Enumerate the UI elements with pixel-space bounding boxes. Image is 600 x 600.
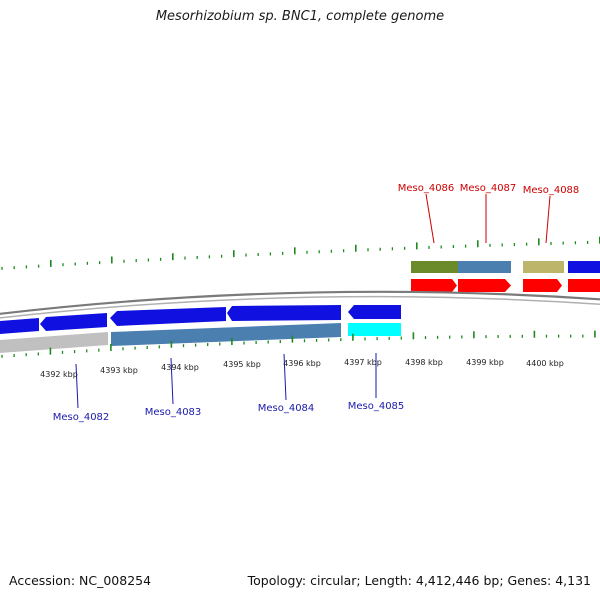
gene-block-cyan[interactable] bbox=[348, 323, 401, 336]
gene-arrow-reverse-1[interactable] bbox=[0, 318, 39, 334]
gene-arrow-reverse-2[interactable] bbox=[40, 313, 107, 331]
gene-block-steel[interactable] bbox=[458, 261, 511, 273]
gene-block-steel-long[interactable] bbox=[111, 323, 341, 346]
gene-label-meso-4084[interactable]: Meso_4084 bbox=[258, 403, 315, 414]
gene-label-meso-4087[interactable]: Meso_4087 bbox=[460, 183, 517, 194]
scale-label-4393: 4393 kbp bbox=[100, 366, 138, 375]
gene-label-meso-4088[interactable]: Meso_4088 bbox=[523, 185, 580, 196]
leader-line-meso-4088 bbox=[545, 195, 551, 244]
backbone-inner-line bbox=[0, 295, 600, 319]
scale-label-4400: 4400 kbp bbox=[526, 359, 564, 368]
lower-tick-row bbox=[1, 330, 596, 358]
gene-label-meso-4085[interactable]: Meso_4085 bbox=[348, 401, 405, 412]
genome-summary-text: Topology: circular; Length: 4,412,446 bp… bbox=[247, 573, 591, 588]
scale-label-4392: 4392 kbp bbox=[40, 370, 78, 379]
gene-arrow-reverse-4[interactable] bbox=[227, 305, 341, 321]
scale-label-4395: 4395 kbp bbox=[223, 360, 261, 369]
leader-line-meso-4083 bbox=[170, 357, 174, 405]
gene-block-olive[interactable] bbox=[411, 261, 458, 273]
leader-line-meso-4086 bbox=[425, 193, 435, 244]
scale-labels: 4392 kbp 4393 kbp 4394 kbp 4395 kbp 4396… bbox=[40, 358, 564, 379]
gene-arrow-forward-4[interactable] bbox=[568, 279, 600, 292]
scale-label-4394: 4394 kbp bbox=[161, 363, 199, 372]
gene-block-khaki[interactable] bbox=[523, 261, 564, 273]
gene-label-meso-4082[interactable]: Meso_4082 bbox=[53, 412, 110, 423]
scale-label-4398: 4398 kbp bbox=[405, 358, 443, 367]
reverse-gene-labels: Meso_4082 Meso_4083 Meso_4084 Meso_4085 bbox=[53, 353, 405, 423]
gene-arrow-reverse-3[interactable] bbox=[110, 307, 226, 326]
forward-gene-labels: Meso_4086 Meso_4087 Meso_4088 bbox=[398, 183, 580, 244]
gene-label-meso-4083[interactable]: Meso_4083 bbox=[145, 407, 202, 418]
gene-arrow-forward-3[interactable] bbox=[523, 279, 562, 292]
accession-text: Accession: NC_008254 bbox=[9, 573, 152, 588]
scale-label-4399: 4399 kbp bbox=[466, 358, 504, 367]
map-title: Mesorhizobium sp. BNC1, complete genome bbox=[155, 9, 445, 24]
gene-arrow-forward-1[interactable] bbox=[411, 279, 457, 292]
leader-line-meso-4084 bbox=[283, 353, 287, 401]
gene-label-meso-4086[interactable]: Meso_4086 bbox=[398, 183, 455, 194]
upper-tick-row bbox=[1, 236, 600, 270]
leader-line-meso-4082 bbox=[75, 363, 79, 409]
scale-label-4396: 4396 kbp bbox=[283, 359, 321, 368]
gene-arrow-forward-2[interactable] bbox=[458, 279, 511, 292]
gene-arrow-reverse-5[interactable] bbox=[348, 305, 401, 319]
backbone-outer-line bbox=[0, 290, 600, 315]
gene-block-gray[interactable] bbox=[0, 332, 108, 353]
scale-label-4397: 4397 kbp bbox=[344, 358, 382, 367]
gene-block-blue[interactable] bbox=[568, 261, 600, 273]
